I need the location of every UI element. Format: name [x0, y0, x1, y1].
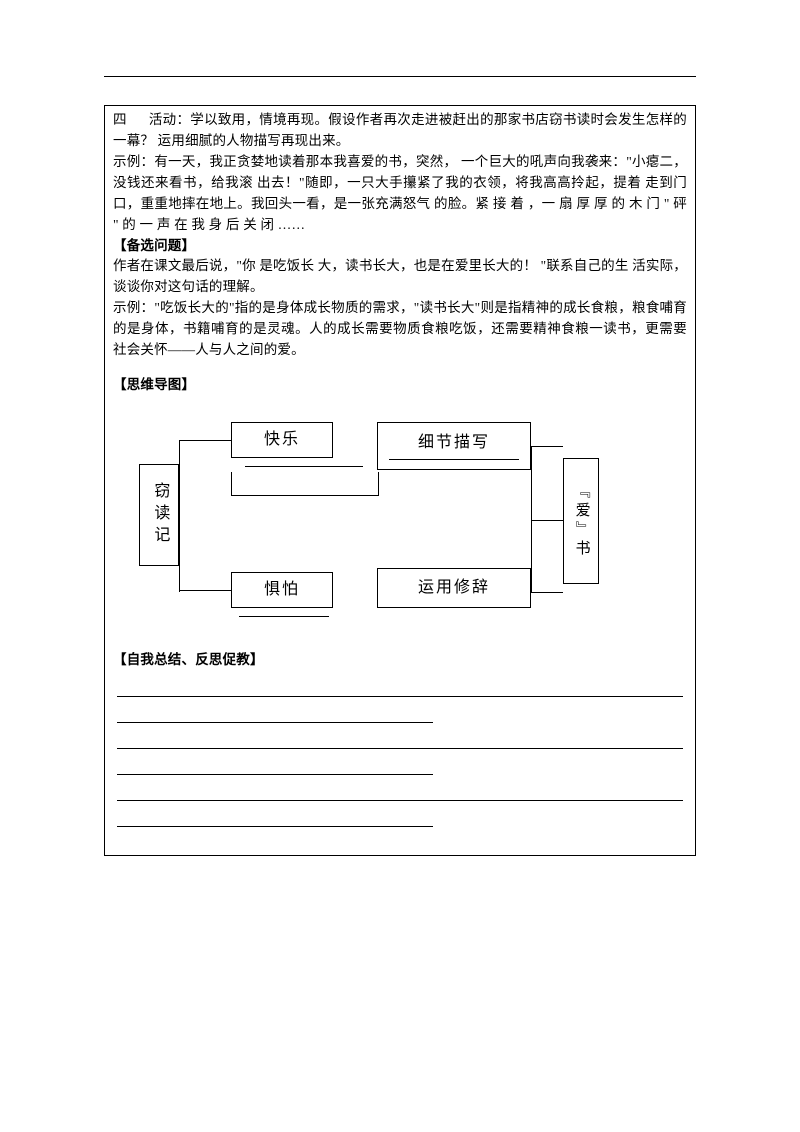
writing-line [117, 800, 683, 801]
connector [531, 520, 563, 521]
connector [179, 440, 180, 592]
connector [179, 590, 231, 591]
optional-heading: 【备选问题】 [113, 236, 687, 257]
writing-line [117, 696, 683, 697]
node-tr-label: 细节描写 [418, 431, 490, 456]
node-root: 窃读记 [139, 464, 179, 566]
writing-line [117, 774, 433, 775]
node-bl-underline [239, 616, 329, 617]
section4-title: 四 活动：学以致用，情境再现。假设作者再次走进被赶出的那家书店窃书读时会发生怎样… [113, 110, 687, 152]
connector [531, 592, 563, 593]
reflection-heading: 【自我总结、反思促教】 [113, 650, 687, 671]
section4-text: 活动：学以致用，情境再现。假设作者再次走进被赶出的那家书店窃书读时会发生怎样的一… [113, 112, 687, 148]
mindmap-heading: 【思维导图】 [113, 375, 687, 396]
spacer [113, 827, 687, 843]
node-tl-label: 快乐 [264, 428, 300, 453]
node-top-left: 快乐 [231, 422, 333, 458]
node-top-right: 细节描写 [377, 422, 531, 470]
node-bottom-left: 惧怕 [231, 572, 333, 608]
connector [179, 440, 231, 441]
section4-example: 示例：有一天，我正贪婪地读着那本我喜爱的书，突然， 一个巨大的吼声向我袭来："小… [113, 152, 687, 236]
node-tr-underline [389, 459, 519, 460]
document-page: 四 活动：学以致用，情境再现。假设作者再次走进被赶出的那家书店窃书读时会发生怎样… [0, 0, 800, 916]
content-frame: 四 活动：学以致用，情境再现。假设作者再次走进被赶出的那家书店窃书读时会发生怎样… [104, 105, 696, 856]
node-right-label: ﹃爱﹄书 [569, 483, 592, 559]
node-root-label: 窃读记 [147, 482, 172, 548]
writing-line [117, 748, 683, 749]
node-right: ﹃爱﹄书 [563, 458, 599, 584]
connector-line [245, 466, 363, 467]
optional-example: 示例："吃饭长大的"指的是身体成长物质的需求，"读书长大"则是指精神的成长食粮，… [113, 298, 687, 361]
optional-question: 作者在课文最后说，"你 是吃饭长 大，读书长大，也是在爱里长大的！ "联系自己的… [113, 256, 687, 298]
node-bottom-right: 运用修辞 [377, 568, 531, 608]
mindmap-diagram: 窃读记 ﹃爱﹄书 快乐 细节描写 惧怕 运用修辞 [113, 400, 687, 648]
writing-line [117, 722, 433, 723]
node-bl-label: 惧怕 [264, 578, 300, 603]
node-br-label: 运用修辞 [418, 576, 490, 601]
connector-plate [231, 472, 379, 496]
connector [531, 446, 563, 447]
connector [531, 446, 532, 592]
section4-number: 四 [113, 112, 127, 127]
header-rule [104, 76, 696, 77]
